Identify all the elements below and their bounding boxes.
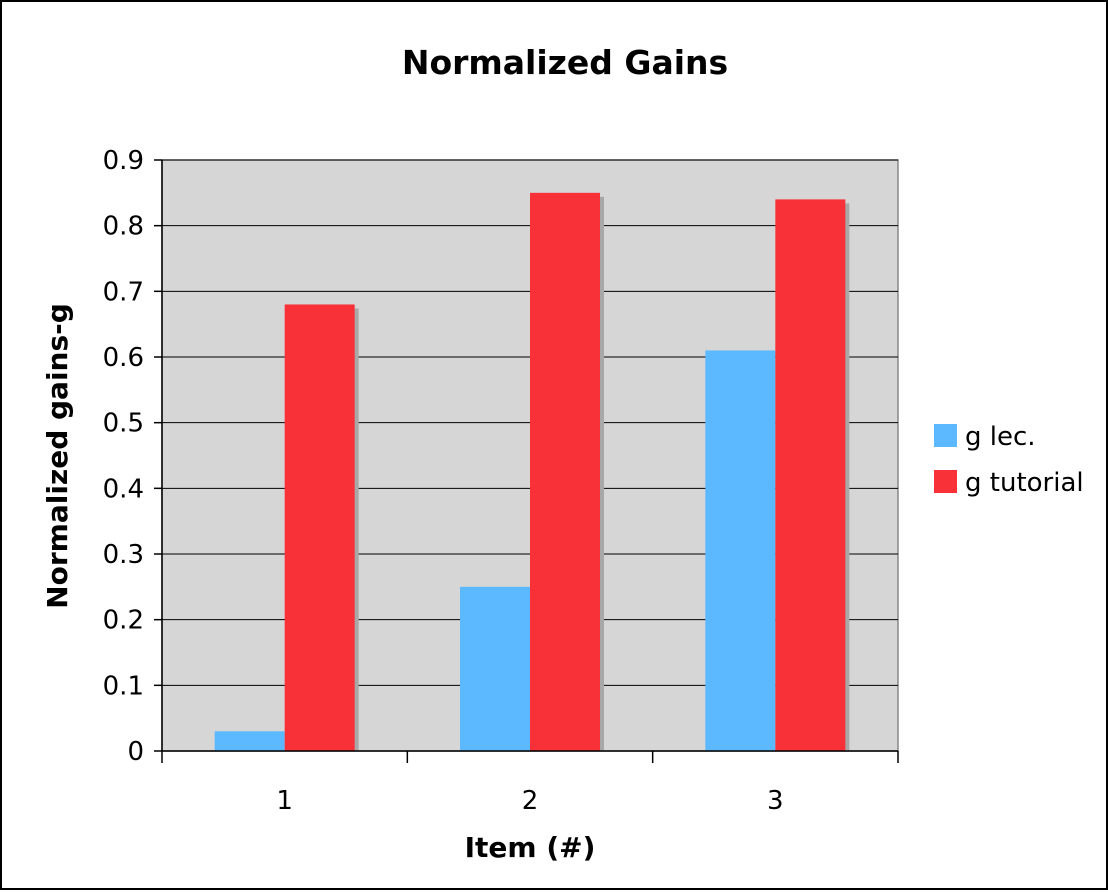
bar-g-lec--2 [460, 586, 530, 751]
bar-g-tutorial-1 [284, 304, 355, 751]
legend-label: g lec. [965, 422, 1036, 452]
legend-label: g tutorial [965, 468, 1084, 498]
x-axis-ticks: 1 2 3 [161, 751, 899, 816]
legend: g lec. g tutorial [934, 422, 1084, 498]
x-tick-label: 2 [522, 786, 539, 816]
y-tick-label: 0.8 [103, 212, 144, 242]
bar-g-tutorial-3 [775, 199, 846, 751]
x-axis-label: Item (#) [465, 831, 596, 864]
y-tick-label: 0.3 [103, 540, 144, 570]
chart-title: Normalized Gains [402, 43, 728, 82]
y-tick-label: 0.7 [103, 277, 144, 307]
y-tick-label: 0.2 [103, 606, 144, 636]
y-axis-label: Normalized gains-g [41, 303, 74, 609]
bar-g-lec--3 [705, 350, 776, 751]
y-tick-label: 0 [127, 737, 144, 767]
x-tick-label: 1 [276, 786, 293, 816]
bar-g-lec--1 [214, 731, 285, 751]
legend-swatch [934, 424, 957, 447]
bar-g-tutorial-2 [530, 192, 600, 752]
x-tick-label: 3 [767, 786, 784, 816]
y-tick-label: 0.5 [103, 409, 144, 439]
legend-swatch [934, 470, 957, 493]
plot-area [161, 159, 899, 752]
y-tick-label: 0.1 [103, 671, 144, 701]
y-tick-label: 0.6 [103, 343, 144, 373]
y-tick-label: 0.9 [103, 146, 144, 176]
y-tick-label: 0.4 [103, 474, 144, 504]
y-axis-ticks: 0 0.1 0.2 0.3 0.4 0.5 0.6 0.7 0.8 0.9 [103, 146, 162, 767]
